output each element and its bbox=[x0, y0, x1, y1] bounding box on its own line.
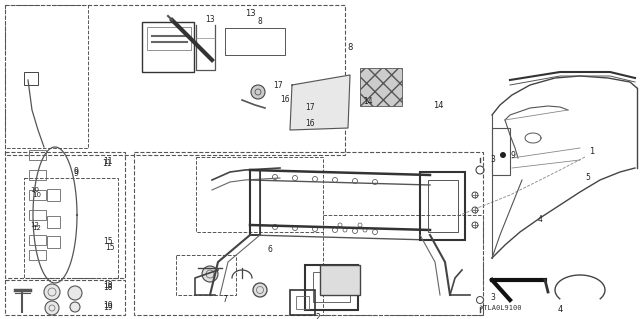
Text: 4: 4 bbox=[557, 306, 563, 315]
Text: 10: 10 bbox=[31, 187, 40, 193]
Circle shape bbox=[44, 284, 60, 300]
Bar bbox=[134, 152, 483, 315]
Bar bbox=[5, 280, 125, 315]
Text: 1: 1 bbox=[589, 147, 595, 157]
Bar bbox=[420, 172, 465, 240]
Bar bbox=[24, 178, 118, 278]
Text: 8: 8 bbox=[258, 18, 262, 26]
Bar bbox=[323, 215, 483, 315]
Text: 3: 3 bbox=[491, 155, 495, 165]
Text: 18: 18 bbox=[103, 280, 113, 290]
Circle shape bbox=[70, 302, 80, 312]
Text: XTLA0L9100: XTLA0L9100 bbox=[480, 305, 522, 311]
Bar bbox=[142, 22, 194, 72]
Text: 8: 8 bbox=[348, 43, 353, 53]
Circle shape bbox=[251, 85, 265, 99]
Text: 18: 18 bbox=[103, 283, 113, 292]
Text: 16: 16 bbox=[305, 120, 315, 129]
Circle shape bbox=[253, 283, 267, 297]
Bar bbox=[29, 170, 46, 180]
Bar bbox=[29, 150, 46, 160]
Text: 12: 12 bbox=[33, 225, 42, 231]
Bar bbox=[296, 296, 309, 309]
Bar bbox=[147, 27, 191, 50]
Text: 11: 11 bbox=[103, 158, 113, 167]
Text: 14: 14 bbox=[363, 98, 373, 107]
Circle shape bbox=[202, 266, 218, 282]
Bar bbox=[360, 68, 402, 106]
Bar bbox=[47, 236, 60, 248]
Text: 6: 6 bbox=[268, 246, 273, 255]
Text: 15: 15 bbox=[103, 238, 113, 247]
Text: 5: 5 bbox=[586, 174, 591, 182]
Text: 17: 17 bbox=[305, 103, 315, 113]
Text: 19: 19 bbox=[103, 300, 113, 309]
Text: 9: 9 bbox=[74, 168, 79, 177]
Bar bbox=[47, 189, 60, 201]
Text: 17: 17 bbox=[273, 80, 283, 90]
Text: 15: 15 bbox=[105, 243, 115, 253]
Bar bbox=[428, 180, 458, 232]
Bar bbox=[29, 190, 46, 200]
Circle shape bbox=[68, 286, 82, 300]
Bar bbox=[5, 5, 345, 155]
Bar bbox=[24, 72, 38, 85]
Text: 4: 4 bbox=[538, 216, 543, 225]
Bar bbox=[47, 216, 60, 228]
Circle shape bbox=[45, 301, 59, 315]
Circle shape bbox=[500, 152, 506, 158]
Polygon shape bbox=[290, 75, 350, 130]
Text: 9: 9 bbox=[74, 167, 79, 176]
Text: 13: 13 bbox=[205, 16, 215, 25]
Bar bbox=[492, 128, 510, 175]
Bar bbox=[5, 5, 88, 148]
Text: 7: 7 bbox=[223, 295, 227, 305]
Text: 3: 3 bbox=[491, 293, 495, 302]
Bar bbox=[313, 272, 350, 302]
Text: 2: 2 bbox=[316, 314, 321, 319]
Text: 13: 13 bbox=[244, 10, 255, 19]
Text: 11: 11 bbox=[102, 159, 112, 167]
Text: 9: 9 bbox=[511, 151, 515, 160]
Text: 10: 10 bbox=[33, 192, 42, 198]
Bar bbox=[29, 250, 46, 260]
Bar bbox=[320, 265, 360, 295]
Text: 12: 12 bbox=[31, 222, 40, 228]
Bar bbox=[29, 210, 46, 220]
Text: 14: 14 bbox=[433, 100, 444, 109]
Bar bbox=[305, 265, 358, 310]
Bar bbox=[196, 157, 323, 232]
Bar bbox=[176, 255, 236, 295]
Bar bbox=[29, 235, 46, 245]
Bar bbox=[290, 290, 315, 315]
Text: 16: 16 bbox=[280, 95, 290, 105]
Text: 19: 19 bbox=[103, 302, 113, 311]
Bar bbox=[5, 152, 125, 278]
